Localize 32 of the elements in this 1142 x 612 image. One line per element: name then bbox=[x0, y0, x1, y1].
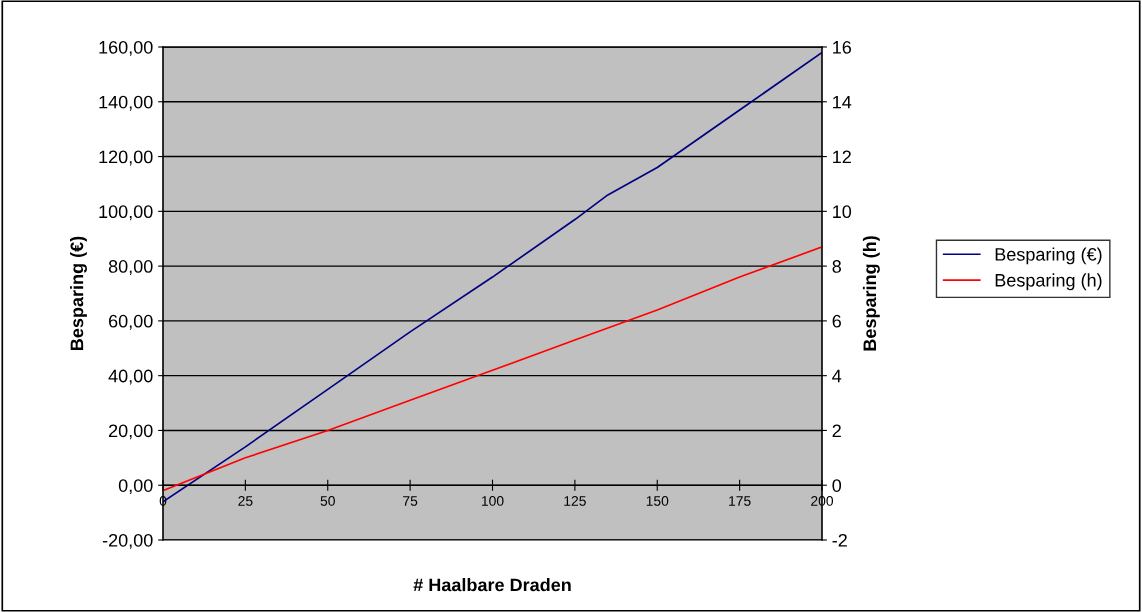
y2-tick-label: 0 bbox=[832, 479, 842, 492]
x-tick-label: 125 bbox=[564, 496, 586, 506]
y-tick-label: 120,00 bbox=[99, 150, 153, 166]
y-tick-label: 80,00 bbox=[108, 260, 153, 275]
y2-tick-label: 8 bbox=[832, 260, 841, 273]
y-tick-label: -20,00 bbox=[102, 533, 153, 549]
x-tick-label: 150 bbox=[646, 496, 669, 506]
x-tick-label: 175 bbox=[729, 496, 751, 506]
y2-tick-label: 4 bbox=[832, 369, 842, 383]
y-tick-label: 160,00 bbox=[99, 40, 153, 56]
y-tick-label: 100,00 bbox=[99, 205, 153, 221]
x-tick-label: 75 bbox=[403, 496, 418, 506]
x-tick-label: 100 bbox=[481, 496, 504, 506]
y2-tick-label: 6 bbox=[832, 314, 841, 328]
y-tick-label: 20,00 bbox=[109, 424, 153, 440]
y2-tick-label: -2 bbox=[832, 533, 847, 547]
y2-axis-title: Besparing (h) bbox=[862, 236, 880, 351]
x-tick-label: 50 bbox=[320, 496, 335, 506]
y-tick-label: 40,00 bbox=[108, 369, 153, 385]
x-axis-title: # Haalbare Draden bbox=[413, 578, 571, 592]
y2-tick-label: 16 bbox=[833, 40, 852, 54]
y-axis-title: Besparing (€) bbox=[70, 236, 87, 350]
y2-tick-label: 2 bbox=[832, 424, 841, 437]
legend-label: Besparing (h) bbox=[995, 273, 1102, 291]
legend-label: Besparing (€) bbox=[995, 247, 1102, 265]
y-tick-label: 140,00 bbox=[99, 95, 153, 111]
y2-tick-label: 12 bbox=[833, 150, 851, 164]
y-tick-label: 0,00 bbox=[118, 479, 153, 495]
y2-tick-label: 14 bbox=[833, 95, 852, 109]
y-tick-label: 60,00 bbox=[109, 314, 153, 330]
x-tick-label: 25 bbox=[238, 496, 253, 506]
y2-tick-label: 10 bbox=[833, 205, 852, 219]
